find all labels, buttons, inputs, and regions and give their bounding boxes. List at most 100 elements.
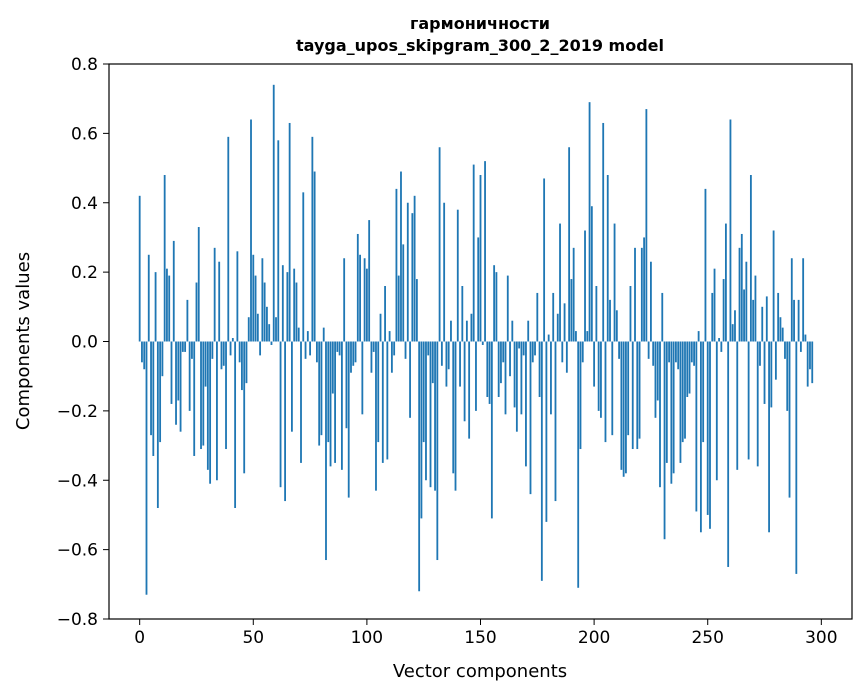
bar <box>581 341 584 363</box>
bar <box>511 320 514 342</box>
bar <box>640 247 643 342</box>
bar <box>622 341 625 477</box>
bar <box>754 275 757 342</box>
bar <box>715 341 718 481</box>
bar <box>774 341 777 380</box>
bar <box>536 292 539 342</box>
bar <box>490 341 493 519</box>
bar <box>461 286 464 342</box>
bar <box>570 279 573 342</box>
bar <box>229 341 232 356</box>
bar <box>388 331 391 342</box>
bar <box>238 341 241 363</box>
y-tick-label: −0.6 <box>57 541 98 561</box>
bar <box>386 341 389 460</box>
bar <box>409 341 411 418</box>
bar <box>602 122 605 342</box>
bar <box>222 341 225 366</box>
bar <box>138 195 141 342</box>
bar <box>693 341 695 366</box>
bar <box>411 213 414 342</box>
x-tick-label: 0 <box>134 628 145 648</box>
bar <box>245 341 248 384</box>
x-tick-label: 250 <box>691 628 723 648</box>
bar <box>454 341 457 491</box>
bar <box>313 171 316 342</box>
bar <box>340 341 343 470</box>
bar <box>529 341 532 495</box>
bar <box>413 195 416 342</box>
bar <box>325 341 327 561</box>
bar <box>799 341 802 352</box>
bar <box>477 237 480 342</box>
bar <box>786 341 789 411</box>
bar <box>513 341 516 408</box>
y-axis-label: Components values <box>13 252 34 430</box>
bar <box>500 341 502 384</box>
bar <box>315 341 318 363</box>
bar <box>195 282 198 342</box>
bar <box>172 240 175 342</box>
bar <box>611 341 614 436</box>
bar <box>202 341 205 446</box>
bar <box>415 279 418 342</box>
bar <box>652 341 655 366</box>
chart-title-line-2: tayga_upos_skipgram_300_2_2019 model <box>296 36 664 55</box>
bar <box>679 341 682 463</box>
bar <box>493 265 496 342</box>
bar <box>527 320 530 342</box>
bar <box>431 341 434 384</box>
bar <box>152 341 155 456</box>
bar <box>422 341 425 443</box>
bar <box>281 265 284 342</box>
bar <box>393 341 396 356</box>
bar <box>197 227 200 342</box>
bar <box>659 341 661 488</box>
bar <box>363 258 366 342</box>
bar <box>722 279 725 342</box>
bar <box>577 341 580 588</box>
bar <box>559 223 561 342</box>
bar <box>727 341 730 567</box>
y-tick-label: −0.8 <box>57 610 98 630</box>
bar <box>615 310 618 342</box>
bar <box>472 164 475 342</box>
bar <box>654 341 657 418</box>
bar <box>443 202 446 342</box>
bar <box>286 272 289 342</box>
bar <box>681 341 684 443</box>
bar <box>456 209 459 342</box>
bar <box>377 341 380 443</box>
bar <box>263 282 266 342</box>
y-tick-label: −0.4 <box>57 471 98 491</box>
bar <box>531 341 534 363</box>
bar <box>379 313 382 342</box>
bar <box>336 341 339 352</box>
bar <box>181 341 184 352</box>
bar <box>213 247 216 342</box>
bar <box>720 341 723 352</box>
bar <box>663 341 666 540</box>
bar <box>695 341 698 512</box>
bar <box>575 331 577 342</box>
bar <box>381 341 384 463</box>
bar <box>459 341 461 387</box>
bar <box>625 341 627 474</box>
x-tick-label: 50 <box>242 628 264 648</box>
bar <box>206 341 209 470</box>
bar <box>204 341 207 387</box>
bar <box>179 341 182 432</box>
bar <box>347 341 350 498</box>
bar <box>470 313 473 342</box>
bar <box>484 161 486 342</box>
bar <box>627 341 630 436</box>
bar <box>306 331 309 342</box>
bar <box>690 341 693 363</box>
bar <box>711 292 714 342</box>
bar <box>163 175 166 342</box>
bar <box>168 275 171 342</box>
bar <box>770 341 773 408</box>
bar <box>534 341 536 356</box>
bar <box>788 341 791 498</box>
bar <box>320 341 323 436</box>
